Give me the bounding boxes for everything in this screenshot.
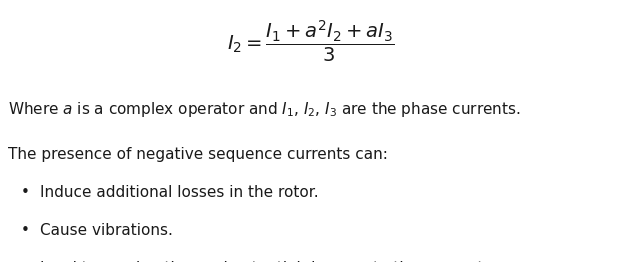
Text: Cause vibrations.: Cause vibrations. — [40, 223, 174, 238]
Text: Where $a$ is a complex operator and $I_1$, $I_2$, $I_3$ are the phase currents.: Where $a$ is a complex operator and $I_1… — [8, 100, 521, 119]
Text: •: • — [21, 261, 29, 262]
Text: •: • — [21, 185, 29, 200]
Text: •: • — [21, 223, 29, 238]
Text: Lead to overheating and potential damage to the generator.: Lead to overheating and potential damage… — [40, 261, 503, 262]
Text: $I_2 = \dfrac{I_1 + a^2 I_2 + a I_3}{3}$: $I_2 = \dfrac{I_1 + a^2 I_2 + a I_3}{3}$ — [227, 18, 395, 64]
Text: Induce additional losses in the rotor.: Induce additional losses in the rotor. — [40, 185, 319, 200]
Text: The presence of negative sequence currents can:: The presence of negative sequence curren… — [8, 147, 388, 162]
